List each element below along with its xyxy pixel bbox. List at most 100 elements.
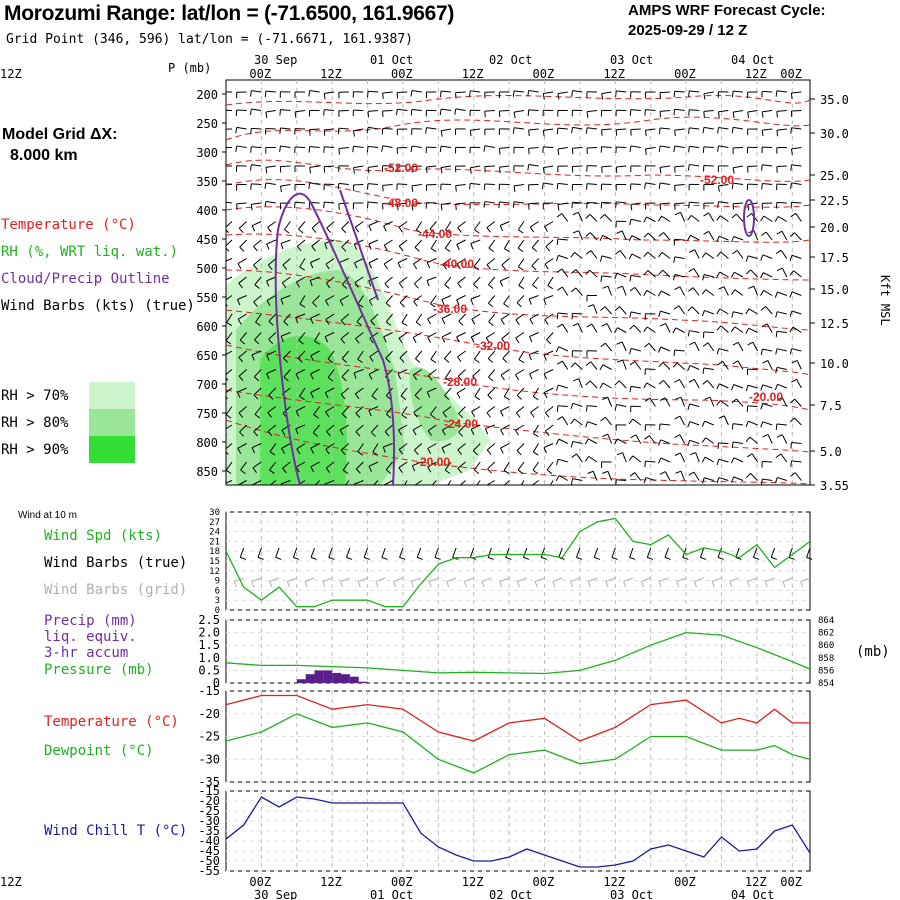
surface-wind-barb-grid bbox=[358, 577, 368, 582]
upper-wind-barb-flag bbox=[643, 251, 649, 258]
upper-wind-barb bbox=[574, 418, 583, 426]
upper-wind-barb-flag bbox=[717, 111, 720, 118]
surface-wind-barb-true-flag bbox=[505, 556, 512, 560]
upper-wind-barb-flag bbox=[689, 249, 695, 253]
upper-wind-barb bbox=[503, 295, 510, 304]
upper-wind-barb-flag bbox=[498, 148, 501, 155]
upper-wind-barb bbox=[298, 332, 306, 341]
pressure-tick-label: 350 bbox=[196, 175, 218, 189]
surface-wind-barb-true-flag bbox=[806, 556, 813, 560]
upper-wind-barb-flag bbox=[266, 373, 270, 380]
upper-wind-barb bbox=[578, 230, 583, 241]
upper-wind-barb-flag bbox=[385, 357, 391, 363]
surface-wind-barb-grid bbox=[464, 577, 474, 582]
height-tick-label: 20.0 bbox=[820, 221, 849, 235]
upper-wind-barb bbox=[528, 164, 539, 167]
upper-wind-barb-flag bbox=[486, 264, 492, 270]
upper-wind-barb-flag bbox=[703, 212, 709, 217]
upper-wind-barb-flag bbox=[488, 302, 494, 308]
upper-wind-barb bbox=[267, 406, 277, 413]
upper-wind-barb-flag bbox=[688, 287, 694, 292]
upper-wind-barb bbox=[427, 332, 437, 338]
upper-wind-barb bbox=[238, 350, 247, 358]
upper-wind-barb bbox=[675, 327, 685, 333]
upper-wind-barb bbox=[630, 385, 641, 389]
upper-wind-barb bbox=[545, 239, 554, 248]
upper-wind-barb bbox=[663, 232, 671, 241]
upper-wind-barb bbox=[663, 380, 671, 389]
upper-wind-barb-flag bbox=[761, 183, 763, 190]
upper-wind-barb-flag bbox=[444, 247, 451, 253]
upper-wind-barb bbox=[722, 361, 729, 370]
surface-wind-barb-true bbox=[452, 547, 457, 558]
upper-wind-barb-flag bbox=[439, 146, 442, 153]
upper-wind-barb bbox=[634, 287, 642, 296]
upper-wind-barb-flag bbox=[658, 439, 662, 446]
upper-wind-barb-flag bbox=[455, 204, 457, 211]
upper-wind-barb bbox=[296, 443, 306, 450]
upper-wind-barb bbox=[226, 443, 233, 450]
upper-wind-barb-flag bbox=[471, 411, 476, 417]
upper-wind-barb-flag bbox=[355, 431, 361, 437]
upper-wind-barb bbox=[371, 387, 379, 397]
upper-wind-barb-flag bbox=[298, 339, 304, 345]
upper-wind-barb-flag bbox=[254, 339, 260, 345]
upper-wind-barb bbox=[704, 309, 714, 315]
surface-wind-barb-true bbox=[275, 547, 280, 558]
upper-wind-barb-flag bbox=[518, 285, 525, 290]
upper-wind-barb bbox=[499, 110, 510, 112]
upper-wind-barb bbox=[587, 421, 598, 426]
upper-wind-barb-flag bbox=[541, 182, 544, 190]
upper-wind-barb bbox=[531, 258, 539, 267]
surface-wind-barb-grid bbox=[552, 577, 563, 582]
upper-wind-barb-flag bbox=[601, 93, 604, 100]
height-tick-label: 25.0 bbox=[820, 169, 849, 183]
upper-wind-barb bbox=[780, 453, 788, 463]
upper-wind-barb bbox=[689, 403, 700, 407]
upper-wind-barb-flag bbox=[385, 321, 392, 326]
wind-tick-label: 15 bbox=[209, 557, 220, 567]
upper-wind-barb bbox=[441, 128, 452, 132]
upper-wind-barb bbox=[486, 406, 496, 414]
upper-wind-barb bbox=[341, 239, 350, 248]
upper-wind-barb bbox=[295, 406, 306, 412]
upper-wind-barb-flag bbox=[324, 483, 326, 485]
upper-wind-barb-flag bbox=[430, 358, 437, 364]
upper-wind-barb bbox=[414, 387, 423, 396]
upper-wind-barb bbox=[411, 165, 422, 168]
upper-wind-barb-flag bbox=[761, 164, 763, 171]
upper-wind-barb-flag bbox=[402, 489, 407, 492]
upper-wind-barb-flag bbox=[745, 269, 751, 275]
chill-tick-label: -15 bbox=[198, 784, 220, 798]
temperature-contour bbox=[226, 344, 810, 411]
upper-wind-barb-flag bbox=[731, 441, 734, 449]
upper-wind-barb bbox=[430, 239, 437, 249]
upper-wind-barb bbox=[251, 164, 262, 167]
upper-wind-barb bbox=[776, 348, 787, 352]
upper-wind-barb-flag bbox=[557, 360, 563, 365]
upper-wind-barb-flag bbox=[515, 319, 520, 325]
upper-wind-barb-flag bbox=[503, 303, 509, 308]
upper-wind-barb-flag bbox=[439, 109, 442, 116]
upper-wind-barb-flag bbox=[414, 395, 420, 400]
upper-wind-barb bbox=[353, 145, 364, 148]
upper-wind-barb-flag bbox=[716, 251, 722, 257]
upper-wind-barb bbox=[635, 434, 642, 444]
upper-wind-barb bbox=[445, 369, 452, 379]
upper-wind-barb-flag bbox=[239, 339, 246, 345]
upper-wind-barb bbox=[737, 342, 744, 352]
upper-wind-barb bbox=[283, 350, 291, 359]
upper-wind-barb bbox=[442, 406, 452, 413]
upper-wind-barb bbox=[592, 471, 598, 481]
upper-wind-barb-flag bbox=[543, 298, 547, 305]
upper-wind-barb bbox=[472, 369, 481, 377]
upper-wind-barb bbox=[426, 165, 437, 168]
temperature-contour-label: -52.00 bbox=[384, 161, 418, 175]
upper-wind-barb bbox=[252, 480, 262, 485]
upper-wind-barb bbox=[280, 109, 291, 111]
upper-wind-barb-flag bbox=[790, 127, 792, 134]
surface-wind-barb-grid bbox=[446, 577, 457, 582]
surface-wind-barb-grid-flag bbox=[322, 581, 326, 588]
upper-wind-barb bbox=[237, 443, 247, 449]
upper-wind-barb bbox=[455, 202, 466, 205]
